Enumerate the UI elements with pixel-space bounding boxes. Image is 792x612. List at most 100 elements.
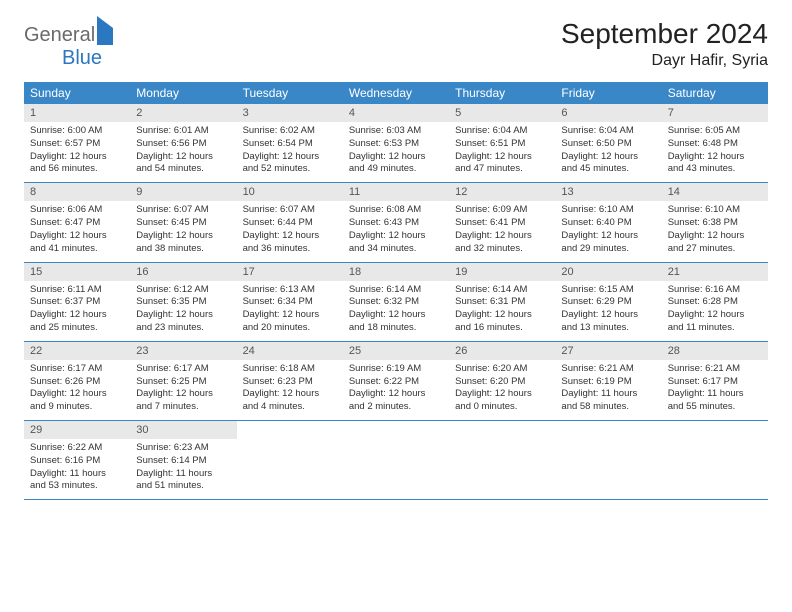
weekday-header: Friday: [555, 82, 661, 104]
day-number: 11: [343, 183, 449, 201]
day-info: Sunrise: 6:12 AMSunset: 6:35 PMDaylight:…: [130, 281, 236, 341]
day-number: 27: [555, 342, 661, 360]
day-info: Sunrise: 6:14 AMSunset: 6:32 PMDaylight:…: [343, 281, 449, 341]
day-info: Sunrise: 6:05 AMSunset: 6:48 PMDaylight:…: [662, 122, 768, 182]
day-info: Sunrise: 6:11 AMSunset: 6:37 PMDaylight:…: [24, 281, 130, 341]
day-number: 23: [130, 342, 236, 360]
day-info: Sunrise: 6:17 AMSunset: 6:25 PMDaylight:…: [130, 360, 236, 420]
day-number: 1: [24, 104, 130, 122]
calendar-cell: 17Sunrise: 6:13 AMSunset: 6:34 PMDayligh…: [237, 262, 343, 341]
calendar-cell: ..: [449, 421, 555, 500]
day-info: Sunrise: 6:00 AMSunset: 6:57 PMDaylight:…: [24, 122, 130, 182]
day-info: Sunrise: 6:19 AMSunset: 6:22 PMDaylight:…: [343, 360, 449, 420]
weekday-header: Wednesday: [343, 82, 449, 104]
logo-triangle-icon: [97, 16, 113, 45]
calendar-row: 29Sunrise: 6:22 AMSunset: 6:16 PMDayligh…: [24, 421, 768, 500]
calendar-cell: 25Sunrise: 6:19 AMSunset: 6:22 PMDayligh…: [343, 341, 449, 420]
calendar-row: 8Sunrise: 6:06 AMSunset: 6:47 PMDaylight…: [24, 183, 768, 262]
day-number: 26: [449, 342, 555, 360]
logo-text-blue: Blue: [62, 47, 102, 69]
calendar-cell: 19Sunrise: 6:14 AMSunset: 6:31 PMDayligh…: [449, 262, 555, 341]
weekday-header: Monday: [130, 82, 236, 104]
weekday-header: Sunday: [24, 82, 130, 104]
calendar-cell: 26Sunrise: 6:20 AMSunset: 6:20 PMDayligh…: [449, 341, 555, 420]
calendar-cell: ..: [237, 421, 343, 500]
calendar-cell: 18Sunrise: 6:14 AMSunset: 6:32 PMDayligh…: [343, 262, 449, 341]
day-info: Sunrise: 6:10 AMSunset: 6:40 PMDaylight:…: [555, 201, 661, 261]
day-info: Sunrise: 6:07 AMSunset: 6:44 PMDaylight:…: [237, 201, 343, 261]
calendar-cell: 20Sunrise: 6:15 AMSunset: 6:29 PMDayligh…: [555, 262, 661, 341]
day-info: Sunrise: 6:04 AMSunset: 6:50 PMDaylight:…: [555, 122, 661, 182]
calendar-cell: 4Sunrise: 6:03 AMSunset: 6:53 PMDaylight…: [343, 104, 449, 183]
day-number: 19: [449, 263, 555, 281]
day-number: 4: [343, 104, 449, 122]
calendar-cell: 11Sunrise: 6:08 AMSunset: 6:43 PMDayligh…: [343, 183, 449, 262]
calendar-row: 1Sunrise: 6:00 AMSunset: 6:57 PMDaylight…: [24, 104, 768, 183]
calendar-cell: 15Sunrise: 6:11 AMSunset: 6:37 PMDayligh…: [24, 262, 130, 341]
calendar-cell: ..: [343, 421, 449, 500]
day-info: Sunrise: 6:21 AMSunset: 6:19 PMDaylight:…: [555, 360, 661, 420]
calendar-cell: 16Sunrise: 6:12 AMSunset: 6:35 PMDayligh…: [130, 262, 236, 341]
day-info: Sunrise: 6:07 AMSunset: 6:45 PMDaylight:…: [130, 201, 236, 261]
calendar-cell: 7Sunrise: 6:05 AMSunset: 6:48 PMDaylight…: [662, 104, 768, 183]
day-number: 12: [449, 183, 555, 201]
logo: General Blue: [24, 18, 113, 70]
calendar-body: 1Sunrise: 6:00 AMSunset: 6:57 PMDaylight…: [24, 104, 768, 500]
day-info: Sunrise: 6:02 AMSunset: 6:54 PMDaylight:…: [237, 122, 343, 182]
day-info: Sunrise: 6:16 AMSunset: 6:28 PMDaylight:…: [662, 281, 768, 341]
calendar-cell: 14Sunrise: 6:10 AMSunset: 6:38 PMDayligh…: [662, 183, 768, 262]
day-number: 10: [237, 183, 343, 201]
calendar-cell: 23Sunrise: 6:17 AMSunset: 6:25 PMDayligh…: [130, 341, 236, 420]
calendar-cell: 6Sunrise: 6:04 AMSunset: 6:50 PMDaylight…: [555, 104, 661, 183]
day-info: Sunrise: 6:06 AMSunset: 6:47 PMDaylight:…: [24, 201, 130, 261]
day-number: 21: [662, 263, 768, 281]
calendar-cell: 3Sunrise: 6:02 AMSunset: 6:54 PMDaylight…: [237, 104, 343, 183]
calendar-cell: 1Sunrise: 6:00 AMSunset: 6:57 PMDaylight…: [24, 104, 130, 183]
day-info: Sunrise: 6:15 AMSunset: 6:29 PMDaylight:…: [555, 281, 661, 341]
calendar-cell: ..: [662, 421, 768, 500]
calendar-cell: ..: [555, 421, 661, 500]
day-info: Sunrise: 6:17 AMSunset: 6:26 PMDaylight:…: [24, 360, 130, 420]
day-info: Sunrise: 6:09 AMSunset: 6:41 PMDaylight:…: [449, 201, 555, 261]
header: General Blue September 2024 Dayr Hafir, …: [24, 18, 768, 70]
day-info: Sunrise: 6:20 AMSunset: 6:20 PMDaylight:…: [449, 360, 555, 420]
day-info: Sunrise: 6:10 AMSunset: 6:38 PMDaylight:…: [662, 201, 768, 261]
day-number: 28: [662, 342, 768, 360]
calendar-table: SundayMondayTuesdayWednesdayThursdayFrid…: [24, 82, 768, 500]
day-number: 8: [24, 183, 130, 201]
day-number: 14: [662, 183, 768, 201]
day-info: Sunrise: 6:08 AMSunset: 6:43 PMDaylight:…: [343, 201, 449, 261]
day-number: 2: [130, 104, 236, 122]
weekday-header-row: SundayMondayTuesdayWednesdayThursdayFrid…: [24, 82, 768, 104]
day-number: 9: [130, 183, 236, 201]
calendar-row: 15Sunrise: 6:11 AMSunset: 6:37 PMDayligh…: [24, 262, 768, 341]
day-number: 16: [130, 263, 236, 281]
calendar-cell: 5Sunrise: 6:04 AMSunset: 6:51 PMDaylight…: [449, 104, 555, 183]
day-number: 30: [130, 421, 236, 439]
day-number: 6: [555, 104, 661, 122]
day-number: 3: [237, 104, 343, 122]
day-number: 25: [343, 342, 449, 360]
day-number: 29: [24, 421, 130, 439]
day-number: 24: [237, 342, 343, 360]
day-number: 17: [237, 263, 343, 281]
logo-text-general: General: [24, 24, 95, 46]
day-info: Sunrise: 6:14 AMSunset: 6:31 PMDaylight:…: [449, 281, 555, 341]
calendar-cell: 9Sunrise: 6:07 AMSunset: 6:45 PMDaylight…: [130, 183, 236, 262]
calendar-cell: 8Sunrise: 6:06 AMSunset: 6:47 PMDaylight…: [24, 183, 130, 262]
weekday-header: Saturday: [662, 82, 768, 104]
day-info: Sunrise: 6:21 AMSunset: 6:17 PMDaylight:…: [662, 360, 768, 420]
location: Dayr Hafir, Syria: [561, 52, 768, 70]
weekday-header: Tuesday: [237, 82, 343, 104]
day-number: 18: [343, 263, 449, 281]
calendar-cell: 12Sunrise: 6:09 AMSunset: 6:41 PMDayligh…: [449, 183, 555, 262]
day-number: 15: [24, 263, 130, 281]
calendar-row: 22Sunrise: 6:17 AMSunset: 6:26 PMDayligh…: [24, 341, 768, 420]
month-title: September 2024: [561, 18, 768, 50]
title-block: September 2024 Dayr Hafir, Syria: [561, 18, 768, 70]
day-info: Sunrise: 6:03 AMSunset: 6:53 PMDaylight:…: [343, 122, 449, 182]
day-info: Sunrise: 6:04 AMSunset: 6:51 PMDaylight:…: [449, 122, 555, 182]
calendar-cell: 27Sunrise: 6:21 AMSunset: 6:19 PMDayligh…: [555, 341, 661, 420]
calendar-cell: 30Sunrise: 6:23 AMSunset: 6:14 PMDayligh…: [130, 421, 236, 500]
calendar-cell: 24Sunrise: 6:18 AMSunset: 6:23 PMDayligh…: [237, 341, 343, 420]
